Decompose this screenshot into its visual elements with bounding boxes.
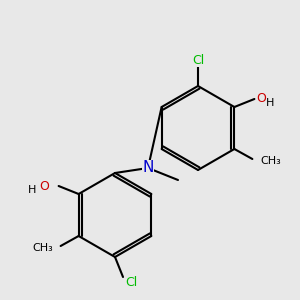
Text: Cl: Cl xyxy=(125,277,137,290)
Text: N: N xyxy=(142,160,154,175)
Text: CH₃: CH₃ xyxy=(260,156,281,166)
Text: CH₃: CH₃ xyxy=(32,243,52,253)
Text: O: O xyxy=(256,92,266,106)
Text: H: H xyxy=(28,185,37,195)
Text: Cl: Cl xyxy=(192,53,204,67)
Text: H: H xyxy=(266,98,275,108)
Text: O: O xyxy=(39,179,49,193)
